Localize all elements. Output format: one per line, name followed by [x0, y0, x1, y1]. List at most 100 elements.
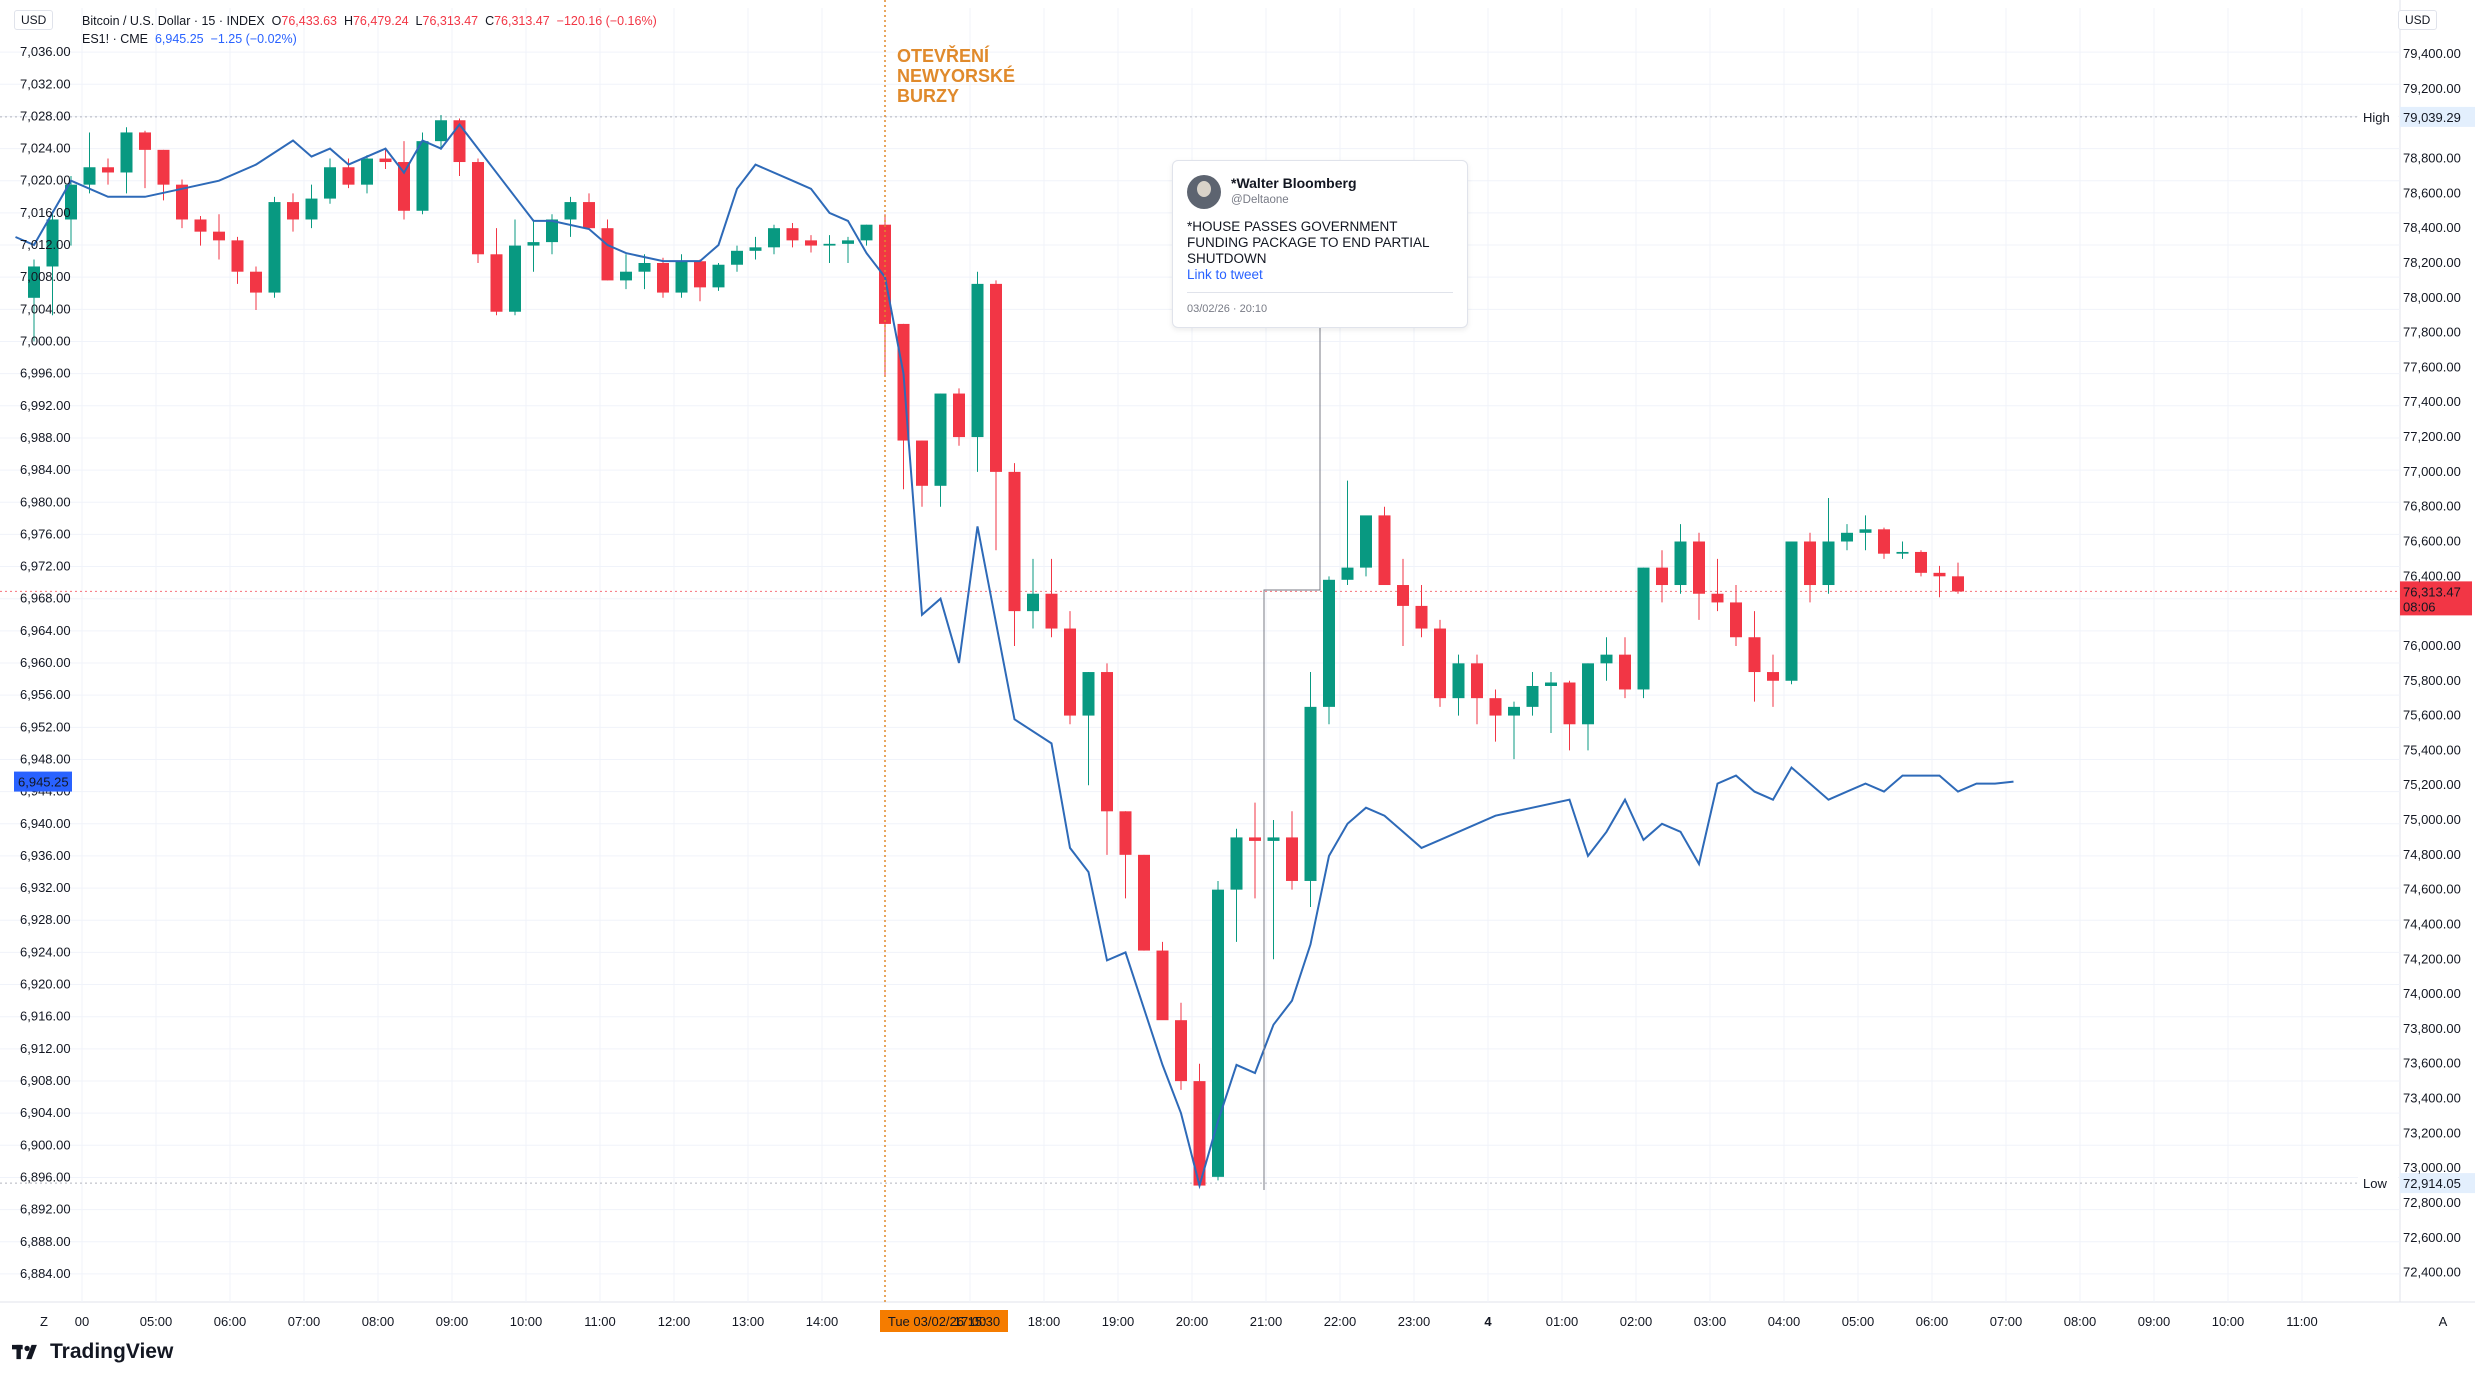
- tweet-card[interactable]: *Walter Bloomberg @Deltaone *HOUSE PASSE…: [1172, 160, 1468, 328]
- left-tick-label: 6,992.00: [20, 398, 71, 413]
- candle-body: [1008, 471, 1021, 612]
- candle-body: [305, 198, 318, 220]
- right-currency-button[interactable]: USD: [2398, 10, 2438, 30]
- right-tick-label: 76,400.00: [2403, 568, 2461, 583]
- candle-body: [953, 393, 965, 438]
- candle-body: [564, 202, 577, 220]
- overlay-name[interactable]: ES1! · CME: [82, 32, 148, 46]
- candle-body: [102, 167, 114, 173]
- symbol-name[interactable]: Bitcoin / U.S. Dollar · 15 · INDEX: [82, 14, 265, 28]
- candle-body: [453, 120, 466, 163]
- high-value: 79,039.29: [2403, 110, 2461, 125]
- right-tick-label: 73,800.00: [2403, 1021, 2461, 1036]
- annotation-text: BURZY: [897, 86, 959, 106]
- right-tick-label: 79,200.00: [2403, 81, 2461, 96]
- left-price-axis[interactable]: 7,036.00 7,032.00 7,028.00 7,024.00 7,020.00…: [14, 44, 72, 1281]
- candle-body: [1730, 602, 1742, 638]
- open-value: 76,433.63: [281, 14, 337, 28]
- time-tick-label: 07:00: [1990, 1314, 2023, 1329]
- candle-body: [1933, 572, 1946, 577]
- candle-body: [1267, 837, 1280, 841]
- time-tick-label: 14:00: [806, 1314, 839, 1329]
- time-tick-label: 12:00: [658, 1314, 691, 1329]
- tweet-divider: [1187, 292, 1453, 293]
- candle-body: [638, 262, 651, 272]
- time-axis[interactable]: 00 05:00 06:00 07:00 08:00 09:00 10:00 11:00 12:…: [40, 1310, 2448, 1332]
- annotation-text: NEWYORSKÉ: [897, 65, 1015, 86]
- left-tick-label: 7,032.00: [20, 76, 71, 91]
- candle-body: [46, 219, 59, 267]
- tradingview-logo[interactable]: TradingView: [12, 1340, 173, 1364]
- time-tick-label: 02:00: [1620, 1314, 1653, 1329]
- time-tick-label: 21:00: [1250, 1314, 1283, 1329]
- candle-body: [194, 219, 207, 232]
- time-tick-label: 03:00: [1694, 1314, 1727, 1329]
- overlay-legend-line[interactable]: ES1! · CME 6,945.25 −1.25 (−0.02%): [82, 30, 657, 48]
- close-value: 76,313.47: [494, 14, 550, 28]
- time-tick-label: 06:00: [214, 1314, 247, 1329]
- right-tick-label: 75,000.00: [2403, 812, 2461, 827]
- right-tick-label: 78,600.00: [2403, 185, 2461, 200]
- candle-body: [657, 262, 669, 293]
- candle-body: [601, 228, 614, 281]
- annotation-text: OTEVŘENÍ: [897, 45, 990, 66]
- candle-body: [842, 240, 854, 244]
- candle-body: [1230, 837, 1243, 890]
- right-tick-label: 74,600.00: [2403, 882, 2461, 897]
- time-tick-label: 23:00: [1398, 1314, 1431, 1329]
- current-price-value: 76,313.47: [2403, 584, 2461, 599]
- candle-body: [768, 228, 780, 248]
- left-currency-button[interactable]: USD: [14, 10, 54, 30]
- candle-body: [1896, 551, 1909, 554]
- candle-body: [28, 266, 40, 298]
- candle-body: [731, 250, 743, 265]
- candle-body: [1027, 593, 1039, 612]
- right-tick-label: 79,400.00: [2403, 46, 2461, 61]
- left-tick-label: 7,020.00: [20, 173, 71, 188]
- right-tick-label: 76,000.00: [2403, 638, 2461, 653]
- change-value: −120.16 (−0.16%): [556, 14, 657, 28]
- chart-grid: [0, 0, 2475, 1303]
- candle-body: [1064, 628, 1076, 716]
- candle-body: [1101, 672, 1113, 812]
- left-tick-label: 6,908.00: [20, 1073, 71, 1088]
- candle-body: [361, 158, 373, 185]
- time-tick-label: 00: [75, 1314, 89, 1329]
- candle-body: [1674, 541, 1687, 586]
- time-tick-label: 08:00: [362, 1314, 395, 1329]
- time-crosshair-badge: [880, 1310, 1008, 1332]
- candle-body: [268, 202, 281, 293]
- tweet-link[interactable]: Link to tweet: [1187, 267, 1263, 282]
- candle-body: [1489, 698, 1502, 716]
- left-tick-label: 6,916.00: [20, 1009, 71, 1024]
- candle-body: [1175, 1020, 1187, 1082]
- candle-body: [1859, 529, 1872, 533]
- left-tick-label: 7,004.00: [20, 301, 71, 316]
- candle-body: [1804, 541, 1816, 586]
- candle-body: [379, 158, 392, 163]
- candle-body: [120, 132, 133, 173]
- candle-body: [1637, 567, 1650, 690]
- right-tick-label: 76,600.00: [2403, 534, 2461, 549]
- left-tick-label: 6,988.00: [20, 430, 71, 445]
- candle-body: [139, 132, 151, 150]
- candle-body: [1415, 605, 1428, 629]
- low-value-badge: [2400, 1173, 2475, 1194]
- left-tick-label: 7,028.00: [20, 108, 71, 123]
- candle-body: [1600, 654, 1613, 664]
- right-tick-label: 77,400.00: [2403, 394, 2461, 409]
- tweet-handle: @Deltaone: [1231, 194, 1289, 206]
- time-tick-label: 10:00: [2212, 1314, 2245, 1329]
- right-tick-label: 72,600.00: [2403, 1230, 2461, 1245]
- candle-body: [805, 240, 817, 246]
- symbol-legend-line[interactable]: Bitcoin / U.S. Dollar · 15 · INDEX O76,4…: [82, 14, 657, 28]
- left-tick-label: 6,972.00: [20, 559, 71, 574]
- candle-body: [509, 245, 521, 312]
- candle-body: [1119, 811, 1132, 855]
- right-price-axis[interactable]: 79,400.00 79,200.00 78,800.00 78,600.00 78,4…: [2403, 46, 2461, 1279]
- time-tick-label: 08:00: [2064, 1314, 2097, 1329]
- bitcoin-candles: [28, 115, 1964, 1186]
- candle-body: [1193, 1081, 1206, 1186]
